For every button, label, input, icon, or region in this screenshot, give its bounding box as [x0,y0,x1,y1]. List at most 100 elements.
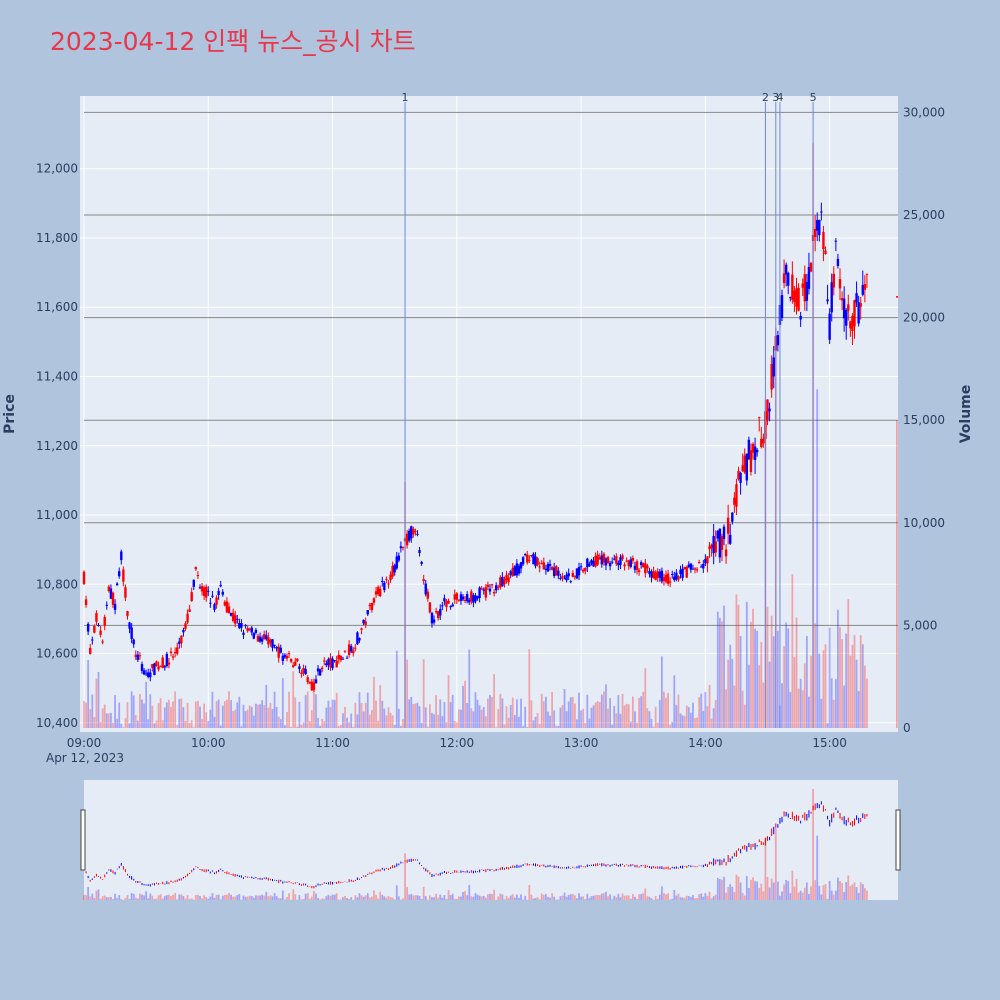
volume-bar [244,711,247,728]
volume-bar [397,708,400,728]
candle-body [706,556,709,564]
slider-volume-bar [673,890,676,900]
slider-volume-bar [375,894,377,900]
candle-body [345,657,349,659]
slider-volume-bar [623,895,626,900]
slider-volume-bar [339,899,342,900]
slider-volume-bar [704,893,707,900]
candle-body [673,576,676,580]
volume-bar [325,707,328,728]
volume-bar [385,715,388,728]
volume-bar [671,721,674,728]
candle-body [671,573,674,575]
candle-body [834,240,838,242]
slider-volume-bar [669,899,672,900]
candle-body [124,587,127,598]
volume-bar [213,716,216,728]
slider-volume-bar [797,892,800,900]
volume-bar [257,704,259,728]
candle-body [182,629,185,633]
candle-body [762,438,765,444]
candle-body [760,438,763,447]
slider-volume-bar [602,893,605,900]
candle-body [830,282,833,313]
volume-bar [281,678,284,728]
candle-body [722,526,726,540]
slider-volume-bar [308,898,311,900]
candle-body [784,264,788,275]
slider-volume-bar [764,837,767,900]
volume-bar [486,698,489,728]
volume-bar [134,715,137,728]
volume-bar [180,698,183,728]
price-tick-label: 10,600 [36,647,78,661]
slider-volume-bar [667,893,669,900]
candle-body [573,576,577,578]
slider-volume-bar [700,893,703,900]
volume-bar [866,678,868,728]
candle-body [555,566,558,576]
volume-bar [97,671,100,728]
candle-body [720,536,724,551]
volume-bar [414,703,417,728]
volume-bar [524,706,527,728]
volume-bar [783,646,785,728]
slider-volume-bar [681,897,684,900]
volume-bar [215,701,218,728]
candle-body [832,273,835,288]
slider-volume-bar [358,893,361,900]
volume-bar [795,617,798,728]
volume-bar [832,699,835,728]
candle-body [159,665,162,667]
slider-volume-bar [89,896,92,900]
slider-volume-bar [805,882,808,900]
slider-volume-bar [818,885,821,900]
slider-volume-bar [580,896,582,900]
volume-bar [747,664,750,728]
candle-body [791,274,794,300]
candle-body [828,313,831,340]
volume-bar [642,691,645,728]
candle-body [782,273,786,283]
candle-body [687,564,691,568]
volume-bar [513,715,516,728]
volume-bar [739,635,742,728]
volume-bar [232,711,235,728]
volume-bar [557,726,560,728]
volume-bar [544,696,547,728]
volume-reference-lines [84,111,898,626]
y2-axis-title: Volume [958,385,974,444]
slider-volume-bar [847,875,850,900]
candle-body [710,544,713,549]
slider-volume-bar [783,884,785,900]
candle-body [652,571,655,579]
volume-bar [700,693,703,728]
slider-volume-bar [406,887,409,900]
slider-volume-bar [752,877,754,900]
candle-body [165,653,169,667]
slider-volume-bar [772,882,775,900]
volume-bar [219,725,222,728]
candle-body [223,601,227,606]
candle-body [410,526,413,539]
candle-body [130,627,133,639]
candle-body [207,590,210,592]
candle-body [389,574,392,581]
candle-body [789,297,792,299]
slider-volume-bar [139,893,141,900]
volume-bar [797,688,800,728]
volume-tick-label: 10,000 [903,516,945,530]
candle-body [714,541,717,553]
candle-body [418,550,421,553]
candle-body [731,512,734,522]
news-label: 4 [776,91,783,104]
candle-body [325,663,328,666]
candle-body [683,567,686,570]
volume-bar [553,710,556,728]
rangeslider[interactable] [80,788,901,900]
volume-bar [182,707,185,728]
candle-body [639,562,643,566]
candle-body [590,560,593,564]
slider-volume-bar [275,896,278,900]
